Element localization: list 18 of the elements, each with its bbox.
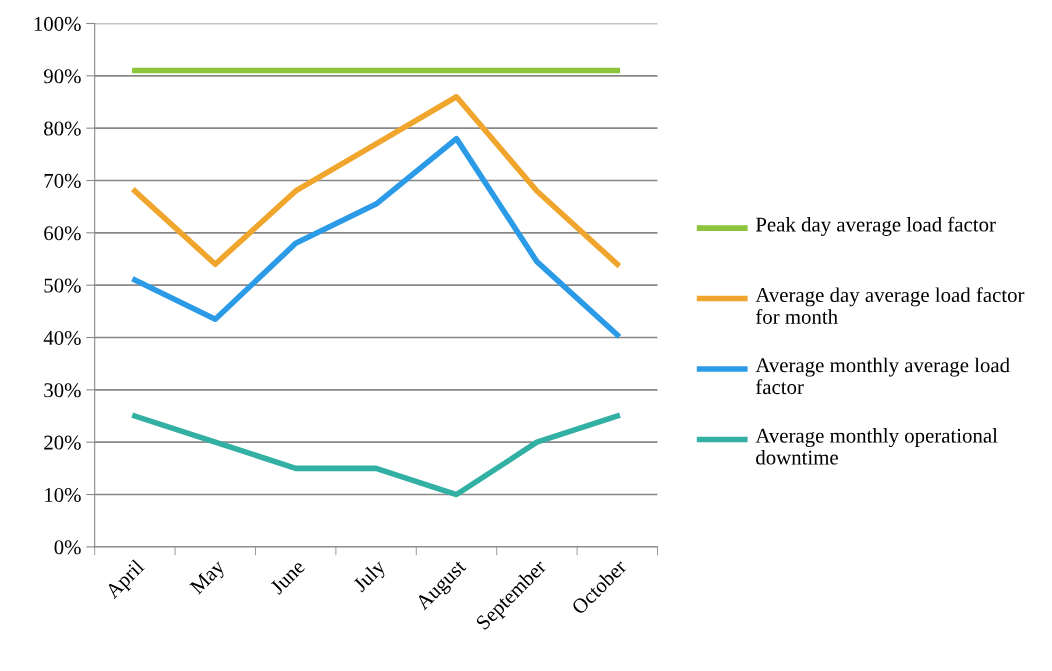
x-tick-label: May [189, 558, 229, 598]
y-tick-label: 50% [44, 278, 81, 293]
y-tick-label: 0% [54, 540, 81, 555]
y-tick-label: 100% [34, 16, 81, 31]
y-tick-label: 60% [44, 226, 81, 241]
legend-label: Average monthly average load factor [755, 357, 1010, 395]
y-tick-label: 30% [44, 383, 81, 398]
x-tick-label: July [351, 558, 390, 596]
y-tick-label: 90% [43, 69, 81, 84]
y-tick-label: 20% [44, 435, 81, 450]
y-tick-label: 40% [43, 330, 81, 346]
y-tick-label: 10% [45, 487, 81, 503]
legend-label: Average monthly operational downtime [755, 428, 998, 465]
y-tick-label: 70% [44, 173, 81, 188]
legend-label: Average day average load factor for month [755, 287, 1025, 324]
x-tick-label: June [269, 559, 306, 596]
y-tick-label: 80% [44, 121, 81, 136]
legend-label: Peak day average load factor [755, 216, 996, 236]
